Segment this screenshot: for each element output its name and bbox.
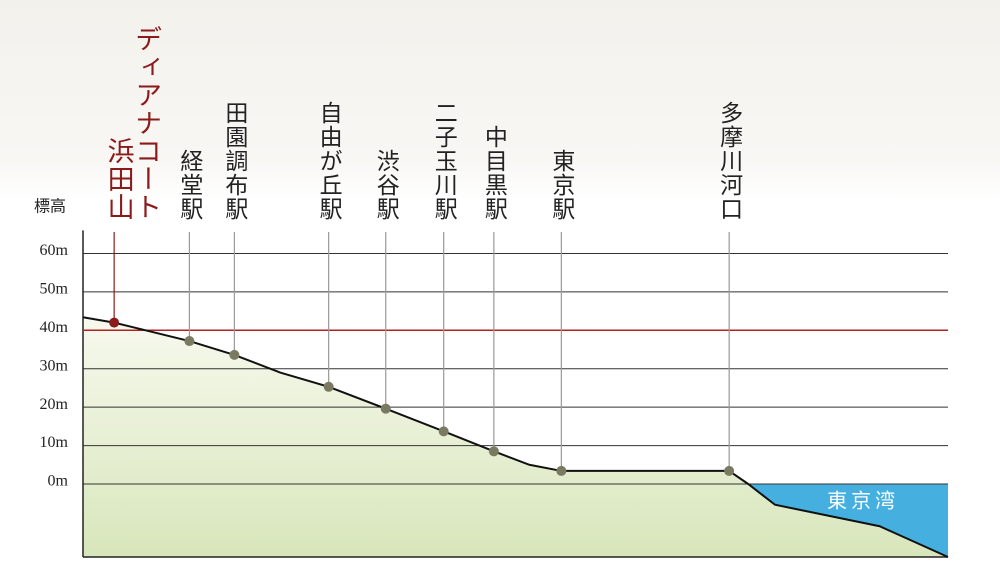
station-label: 東京駅 [548,149,574,221]
sea-area [748,483,948,557]
ground-area [83,317,948,557]
station-point [556,465,567,476]
station-point [488,446,499,457]
station-point [438,426,449,437]
station-label: 渋谷駅 [373,149,399,221]
y-tick-label: 50m [40,281,69,298]
station-point [184,336,195,347]
station-point [109,317,120,328]
station-label: 浜田山 [103,137,134,221]
y-tick-label: 60m [40,242,69,259]
profile-line [82,316,949,558]
station-label: 田園調布駅 [221,101,247,221]
station-point [323,381,334,392]
station-point [380,403,391,414]
y-tick-label: 0m [48,473,69,490]
y-tick-label: 20m [40,396,69,413]
y-tick-label: 40m [40,319,69,336]
y-axis-label: 標高 [34,198,66,216]
station-label: 多摩川河口 [716,101,742,221]
station-label: 自由が丘駅 [316,101,342,221]
highlight-caption: ディアナコート [131,25,162,221]
sea-label: 東京湾 [827,490,899,513]
station-label: 中目黒駅 [481,125,507,221]
station-point [229,349,240,360]
station-label: 経堂駅 [176,149,202,221]
station-point [724,465,735,476]
station-label: 二子玉川駅 [431,101,457,221]
y-tick-label: 10m [40,434,69,451]
y-tick-label: 30m [40,357,69,374]
